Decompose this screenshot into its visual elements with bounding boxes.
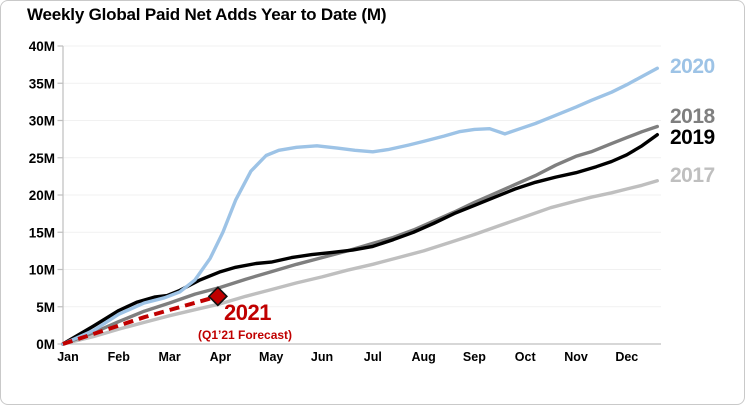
x-tick-label: Oct xyxy=(515,350,537,364)
chart-title: Weekly Global Paid Net Adds Year to Date… xyxy=(27,5,387,24)
forecast-sublabel: (Q1’21 Forecast) xyxy=(198,328,293,342)
series-line-2019 xyxy=(61,132,659,346)
year-label-2018: 2018 xyxy=(670,105,715,128)
year-label-2019: 2019 xyxy=(670,126,715,149)
x-tick-label: Dec xyxy=(615,350,638,364)
year-label-2020: 2020 xyxy=(670,55,715,78)
forecast-year-label: 2021 xyxy=(224,300,271,325)
y-tick-label: 40M xyxy=(29,39,55,54)
y-tick-label: 30M xyxy=(29,114,55,129)
series-line-2017 xyxy=(61,179,659,346)
forecast-dashed-line xyxy=(62,294,219,346)
y-tick-label: 35M xyxy=(29,76,55,91)
x-tick-label: Sep xyxy=(463,350,486,364)
x-tick-label: Jul xyxy=(364,350,382,364)
year-label-2017: 2017 xyxy=(670,164,715,187)
x-tick-label: Jan xyxy=(57,350,79,364)
x-tick-label: Apr xyxy=(210,350,232,364)
y-tick-label: 5M xyxy=(36,300,55,315)
x-tick-label: Mar xyxy=(158,350,180,364)
y-tick-label: 25M xyxy=(29,151,55,166)
x-tick-label: Nov xyxy=(564,350,588,364)
series-line-2018 xyxy=(61,124,659,346)
x-tick-label: Aug xyxy=(411,350,435,364)
forecast-diamond-marker xyxy=(207,286,228,307)
x-tick-label: May xyxy=(259,350,283,364)
y-tick-label: 15M xyxy=(29,225,55,240)
y-tick-label: 20M xyxy=(29,188,55,203)
x-tick-label: Jun xyxy=(311,350,333,364)
x-tick-label: Feb xyxy=(108,350,131,364)
y-tick-label: 0M xyxy=(36,337,55,352)
series-line-2020 xyxy=(61,66,659,346)
y-tick-label: 10M xyxy=(29,263,55,278)
